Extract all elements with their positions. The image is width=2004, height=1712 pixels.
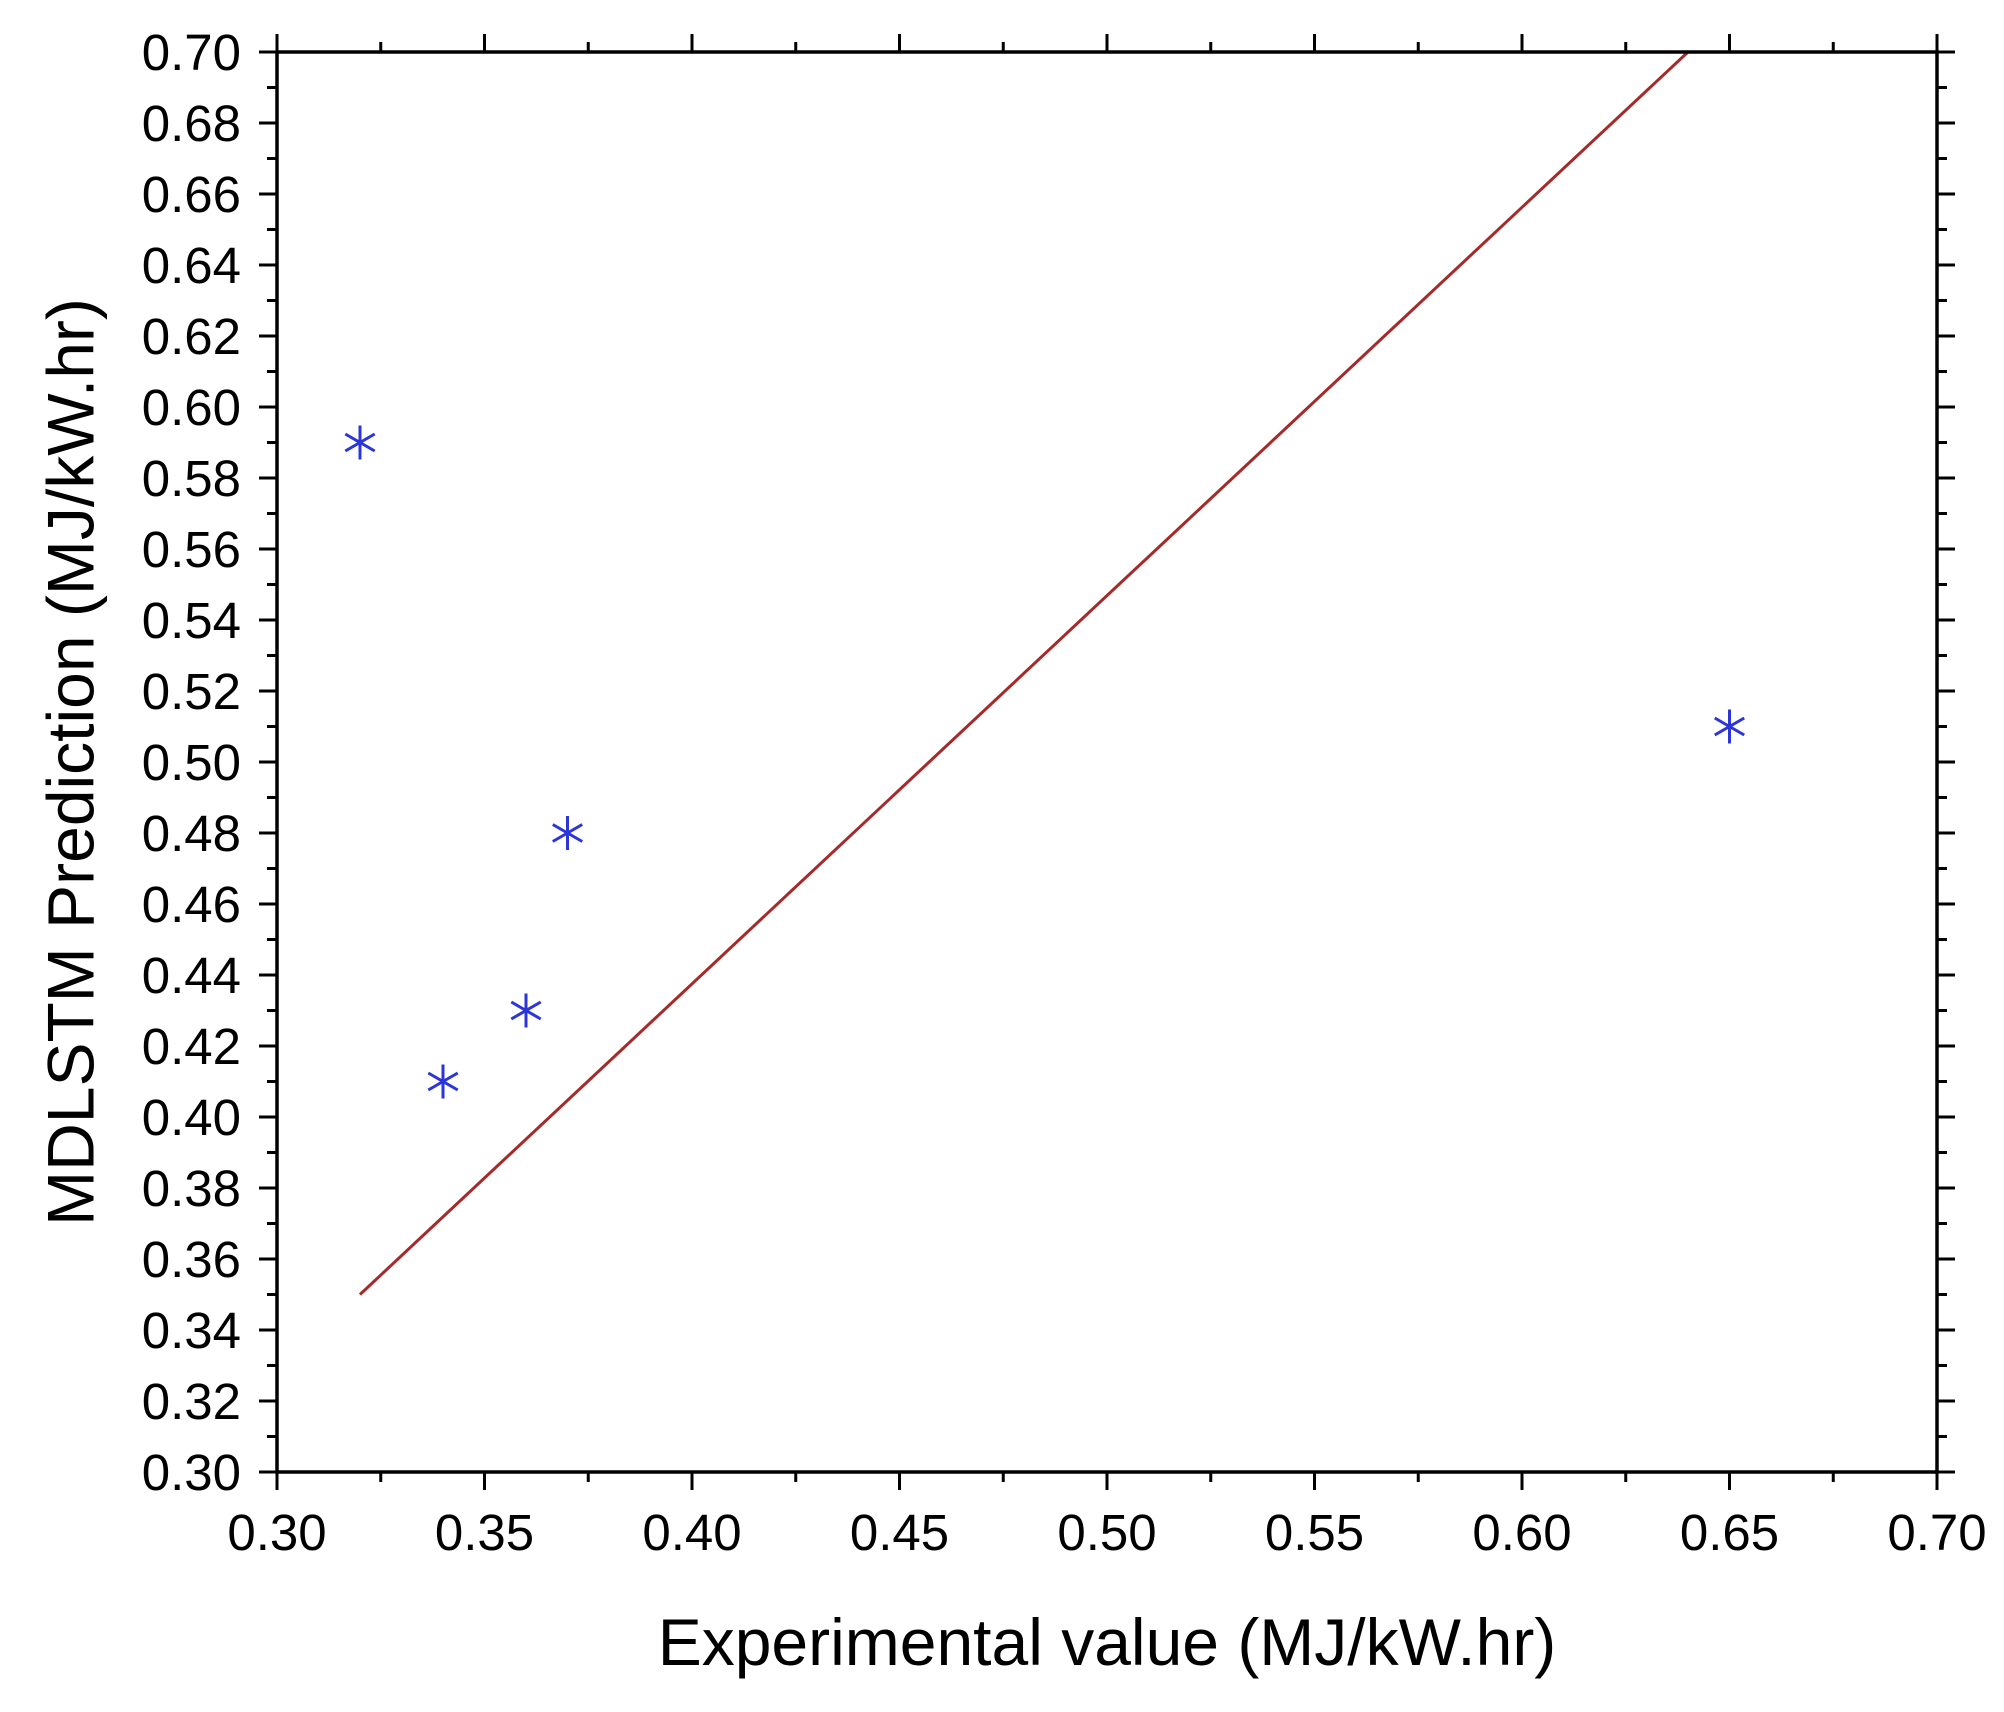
y-tick-label: 0.44	[142, 947, 241, 1004]
data-point	[552, 816, 583, 850]
data-point	[510, 993, 542, 1028]
y-tick-label: 0.34	[142, 1302, 241, 1359]
y-tick-label: 0.62	[142, 308, 241, 365]
reference-line	[358, 50, 1690, 1296]
y-tick-label: 0.52	[142, 663, 241, 720]
x-tick-label: 0.55	[1265, 1504, 1364, 1561]
data-point	[1714, 709, 1745, 744]
reference-line-layer	[358, 50, 1690, 1296]
x-tick-label: 0.70	[1887, 1504, 1986, 1561]
y-tick-label: 0.36	[142, 1231, 241, 1288]
y-tick-label: 0.38	[142, 1160, 241, 1217]
y-tick-label: 0.50	[142, 734, 241, 791]
y-tick-label: 0.64	[142, 237, 241, 294]
x-tick-label: 0.30	[227, 1504, 326, 1561]
y-tick-label: 0.30	[142, 1444, 241, 1501]
y-tick-label: 0.42	[142, 1018, 241, 1075]
y-tick-label: 0.32	[142, 1373, 241, 1430]
y-tick-label: 0.54	[142, 592, 241, 649]
plot-frame	[275, 50, 1939, 1474]
y-tick-label: 0.68	[142, 95, 241, 152]
ticks-layer: 0.30 0.35 0.40 0.45 0.50 0.55 0.60 0.65 0.70 0.30…	[142, 24, 1987, 1561]
y-tick-label: 0.66	[142, 166, 241, 223]
points-layer	[344, 425, 1745, 1099]
y-tick-label: 0.46	[142, 876, 241, 933]
y-tick-label: 0.40	[142, 1089, 241, 1146]
x-axis-title: Experimental value (MJ/kW.hr)	[658, 1605, 1557, 1679]
data-point	[344, 425, 376, 460]
x-tick-label: 0.50	[1057, 1504, 1156, 1561]
y-axis-title: MDLSTM Prediction (MJ/kW.hr)	[33, 298, 107, 1226]
y-tick-label: 0.70	[142, 24, 241, 81]
x-tick-label: 0.35	[435, 1504, 534, 1561]
x-tick-label: 0.40	[642, 1504, 741, 1561]
y-tick-label: 0.48	[142, 805, 241, 862]
y-tick-label: 0.56	[142, 521, 241, 578]
x-tick-label: 0.60	[1472, 1504, 1571, 1561]
x-tick-label: 0.45	[850, 1504, 949, 1561]
y-tick-label: 0.60	[142, 379, 241, 436]
x-tick-label: 0.65	[1680, 1504, 1779, 1561]
y-tick-label: 0.58	[142, 450, 241, 507]
data-point	[427, 1064, 459, 1099]
